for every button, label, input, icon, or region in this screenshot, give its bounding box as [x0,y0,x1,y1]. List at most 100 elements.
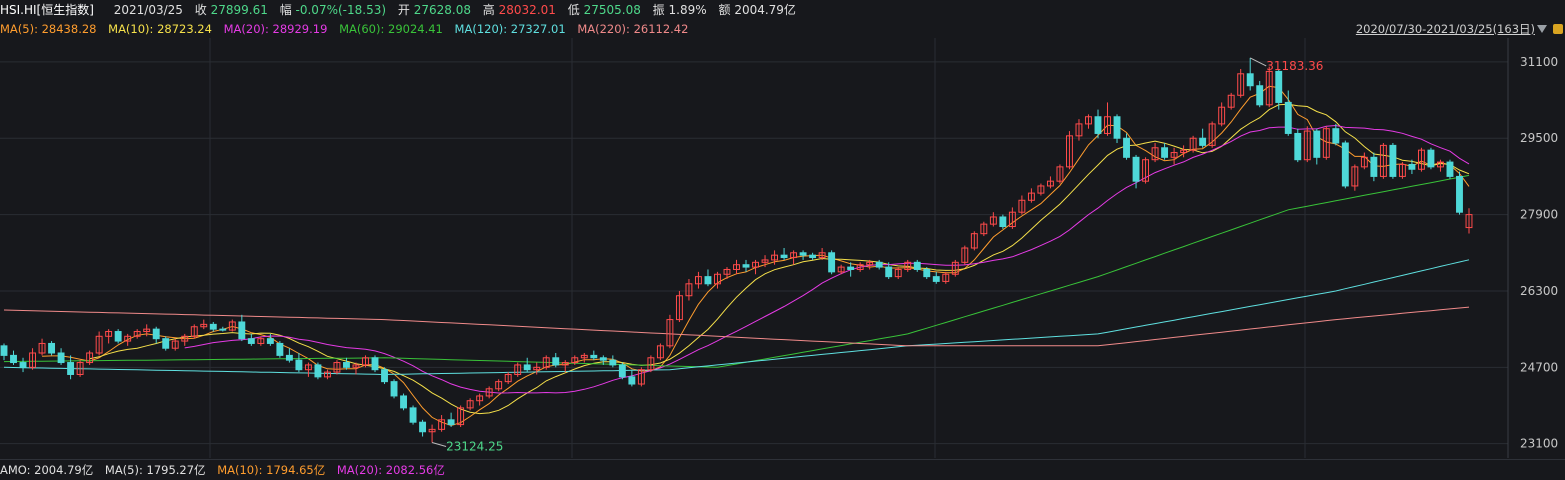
candle-body [1303,130,1311,161]
candle-body [799,252,807,256]
candle-body [124,335,132,342]
candle-body [1113,116,1121,139]
candle-body [590,354,598,359]
candle-body [1389,144,1397,177]
candle-body [1465,214,1473,229]
ma10-legend: MA(10): 28723.24 [108,22,212,36]
candle-body [685,283,693,297]
candle-body [1018,199,1026,213]
candle-body [390,381,398,397]
candle-body [1104,116,1111,134]
ma-legend-bar: MA(5): 28438.28 MA(10): 28723.24 MA(20):… [0,21,1565,37]
y-tick-label: 27900 [1520,208,1558,222]
candle-body [1075,123,1083,137]
candle-body [86,352,94,364]
candle-body [1189,137,1197,151]
candle-body [1056,166,1064,182]
candle-body [704,276,712,285]
candle-body [323,371,331,378]
candle-body [1427,149,1435,168]
candle-body [133,331,141,337]
candle-body [1437,161,1444,168]
symbol-label[interactable]: HSI.HI[恒生指数] [0,3,94,17]
max-annotation: 31183.36 [1266,59,1323,73]
candle-body [1094,116,1102,134]
min-pointer [431,442,447,448]
candle-body [1370,156,1378,177]
candle-body [552,357,560,366]
candle-body [419,421,427,433]
candle-body [1161,147,1169,158]
candle-body [609,359,617,366]
change-label: 幅 [279,3,292,17]
candle-body [1180,149,1188,154]
date-range-link[interactable]: 2020/07/30-2021/03/25(163日) [1355,22,1535,36]
candle-body [1218,106,1226,125]
candle-body [67,362,75,375]
low-value: 27505.08 [583,3,641,17]
ma60-legend: MA(60): 29024.41 [339,22,443,36]
candle-body [1351,166,1359,187]
candle-body [495,381,503,390]
candle-body [647,357,655,371]
candle-body [1417,149,1425,170]
ma120-legend: MA(120): 27327.01 [454,22,566,36]
candle-body [181,335,189,342]
candle-body [247,338,255,344]
candle-body [694,276,702,285]
close-value: 27899.61 [210,3,268,17]
y-tick-label: 31100 [1520,55,1558,69]
ma20-legend: MA(20): 28929.19 [223,22,328,36]
candle-body [561,362,569,366]
candle-body [618,364,626,378]
y-tick-label: 24700 [1520,360,1558,374]
candle-body [19,362,27,368]
candle-body [0,345,8,356]
candle-body [352,364,360,368]
candle-body [48,342,56,354]
candle-body [989,216,997,225]
candle-body [637,369,645,385]
y-tick-label: 23100 [1520,437,1558,451]
lock-icon[interactable] [1553,24,1563,34]
ma120-line [3,259,1470,376]
ma220-line [3,306,1470,347]
candle-body [447,419,455,426]
candle-body [514,364,522,375]
candle-body [714,273,721,285]
candle-body [228,321,236,331]
candle-body [371,357,379,371]
candle-body [580,354,588,359]
candle-body [143,328,151,333]
candle-body [837,266,845,273]
candle-body [1246,73,1254,87]
candle-body [1037,185,1045,194]
candle-body [1227,94,1235,108]
candle-body [1066,135,1073,168]
kline-chart[interactable]: 31100 29500 27900 26300 24700 23100 31183.36 23… [0,38,1565,458]
candle-body [980,223,988,235]
candle-body [200,323,208,328]
dropdown-arrow-icon[interactable] [1537,25,1547,33]
candle-body [266,338,274,344]
candle-body [818,252,826,259]
candle-body [1256,85,1264,106]
candle-body [1294,132,1302,161]
candle-body [76,362,84,375]
candle-body [656,345,664,359]
candle-body [438,419,446,430]
max-pointer [1249,57,1267,67]
candle-body [428,428,436,433]
candle-body [285,354,293,361]
amount-value: 2004.79亿 [734,3,796,17]
amo-ma10: MA(10): 1794.65亿 [217,463,326,477]
candle-body [961,247,969,263]
ma5-line [42,85,1470,427]
candle-body [1322,128,1330,158]
candle-body [1208,123,1216,146]
candle-body [1332,128,1340,144]
candle-body [599,357,607,361]
quote-header: HSI.HI[恒生指数] 2021/03/25 收 27899.61 幅 -0.… [0,0,1565,20]
candle-body [1046,180,1054,187]
candle-body [1132,156,1140,182]
